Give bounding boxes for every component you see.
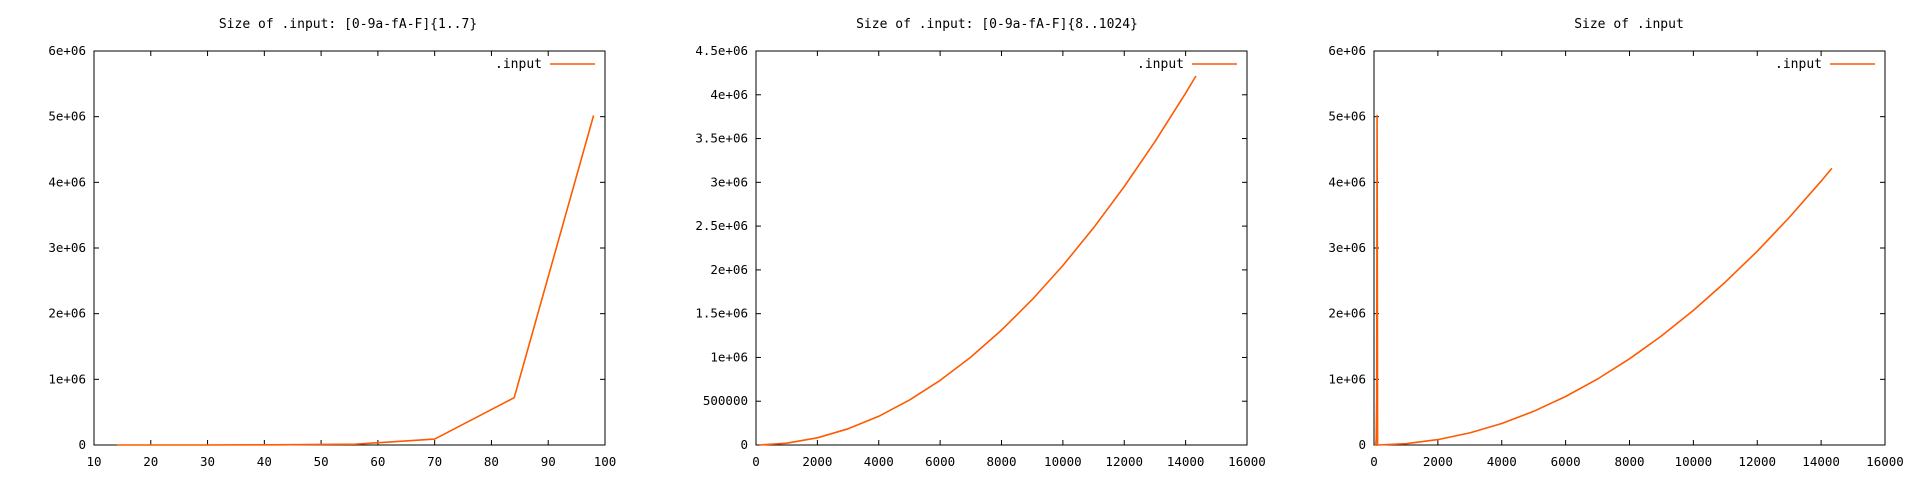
x-tick-label: 20 [143,454,158,469]
y-tick-label: 4e+06 [710,87,748,102]
x-tick-label: 0 [752,454,760,469]
y-tick-label: 3.5e+06 [695,131,748,146]
series-line [759,75,1197,446]
x-tick-label: 90 [541,454,556,469]
x-tick-label: 40 [257,454,272,469]
x-tick-label: 4000 [864,454,894,469]
y-tick-label: 3e+06 [48,240,86,255]
x-tick-label: 0 [1370,454,1378,469]
x-tick-label: 16000 [1228,454,1266,469]
legend-label: .input [495,57,542,72]
x-tick-label: 8000 [986,454,1016,469]
y-tick-label: 3e+06 [1328,240,1366,255]
y-tick-label: 1e+06 [48,371,86,386]
x-tick-label: 14000 [1167,454,1205,469]
y-tick-label: 1e+06 [710,349,748,364]
x-tick-label: 12000 [1738,454,1776,469]
x-tick-label: 80 [484,454,499,469]
y-tick-label: 5e+06 [48,109,86,124]
y-tick-label: 1e+06 [1328,371,1366,386]
y-tick-label: 2e+06 [710,262,748,277]
y-tick-label: 4.5e+06 [695,43,748,58]
x-tick-label: 8000 [1614,454,1644,469]
chart-title: Size of .input: [0-9a-fA-F]{8..1024} [856,17,1138,32]
chart-title: Size of .input: [0-9a-fA-F]{1..7} [219,17,477,32]
x-tick-label: 14000 [1802,454,1840,469]
plot-frame [1373,50,1886,446]
x-tick-label: 100 [594,454,617,469]
x-tick-label: 6000 [1551,454,1581,469]
y-tick-label: 3e+06 [710,174,748,189]
x-tick-label: 10 [86,454,101,469]
x-tick-label: 12000 [1105,454,1143,469]
y-tick-label: 6e+06 [1328,43,1366,58]
y-tick-label: 0 [78,437,86,452]
legend-label: .input [1137,57,1184,72]
y-tick-label: 5e+06 [1328,109,1366,124]
y-tick-label: 4e+06 [1328,174,1366,189]
y-tick-label: 2.5e+06 [695,218,748,233]
x-tick-label: 60 [370,454,385,469]
x-tick-label: 2000 [802,454,832,469]
y-tick-label: 2e+06 [48,306,86,321]
x-tick-label: 10000 [1044,454,1082,469]
chart-panel-1: Size of .input: [0-9a-fA-F]{1..7} 10 20 30… [48,17,616,469]
legend-label: .input [1775,57,1822,72]
x-tick-label: 70 [427,454,442,469]
x-tick-label: 2000 [1423,454,1453,469]
y-tick-label: 1.5e+06 [695,306,748,321]
y-tick-label: 4e+06 [48,174,86,189]
x-tick-label: 30 [200,454,215,469]
plot-frame [755,50,1248,446]
chart-title: Size of .input [1574,17,1684,32]
series-line [116,115,595,446]
y-tick-label: 2e+06 [1328,306,1366,321]
x-tick-label: 6000 [925,454,955,469]
x-tick-label: 4000 [1487,454,1517,469]
x-tick-label: 50 [314,454,329,469]
chart-panel-3: Size of .input 0 2000 4000 6000 8000 10000 120… [1328,17,1903,469]
x-tick-label: 16000 [1866,454,1904,469]
x-tick-label: 10000 [1675,454,1713,469]
series-line [1374,114,1833,446]
chart-panel-2: Size of .input: [0-9a-fA-F]{8..1024} 0 20… [695,17,1266,469]
y-tick-label: 0 [740,437,748,452]
y-tick-label: 500000 [703,393,748,408]
plot-frame [93,50,606,446]
y-tick-label: 0 [1358,437,1366,452]
y-tick-label: 6e+06 [48,43,86,58]
